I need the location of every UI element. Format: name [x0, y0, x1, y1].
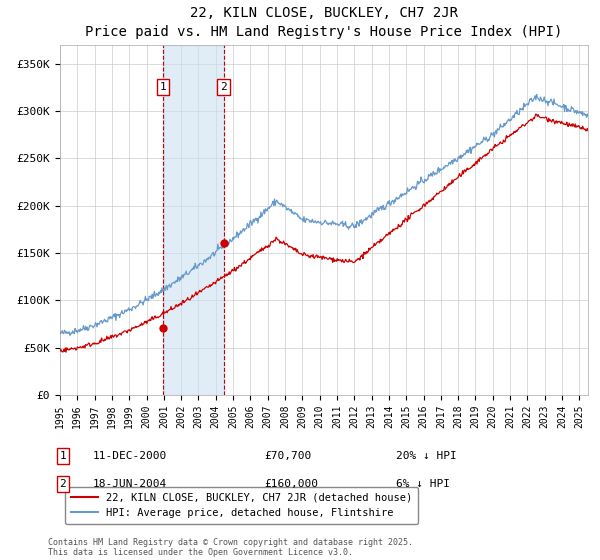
Text: 18-JUN-2004: 18-JUN-2004	[93, 479, 167, 489]
Text: £70,700: £70,700	[264, 451, 311, 461]
Text: 1: 1	[160, 82, 166, 92]
Text: Contains HM Land Registry data © Crown copyright and database right 2025.
This d: Contains HM Land Registry data © Crown c…	[48, 538, 413, 557]
Text: 20% ↓ HPI: 20% ↓ HPI	[396, 451, 457, 461]
Title: 22, KILN CLOSE, BUCKLEY, CH7 2JR
Price paid vs. HM Land Registry's House Price I: 22, KILN CLOSE, BUCKLEY, CH7 2JR Price p…	[85, 6, 563, 39]
Text: 2: 2	[220, 82, 227, 92]
Text: 2: 2	[59, 479, 67, 489]
Text: 11-DEC-2000: 11-DEC-2000	[93, 451, 167, 461]
Bar	[163, 45, 224, 395]
Legend: 22, KILN CLOSE, BUCKLEY, CH7 2JR (detached house), HPI: Average price, detached : 22, KILN CLOSE, BUCKLEY, CH7 2JR (detach…	[65, 487, 418, 524]
Text: £160,000: £160,000	[264, 479, 318, 489]
Text: 1: 1	[59, 451, 67, 461]
Text: 6% ↓ HPI: 6% ↓ HPI	[396, 479, 450, 489]
